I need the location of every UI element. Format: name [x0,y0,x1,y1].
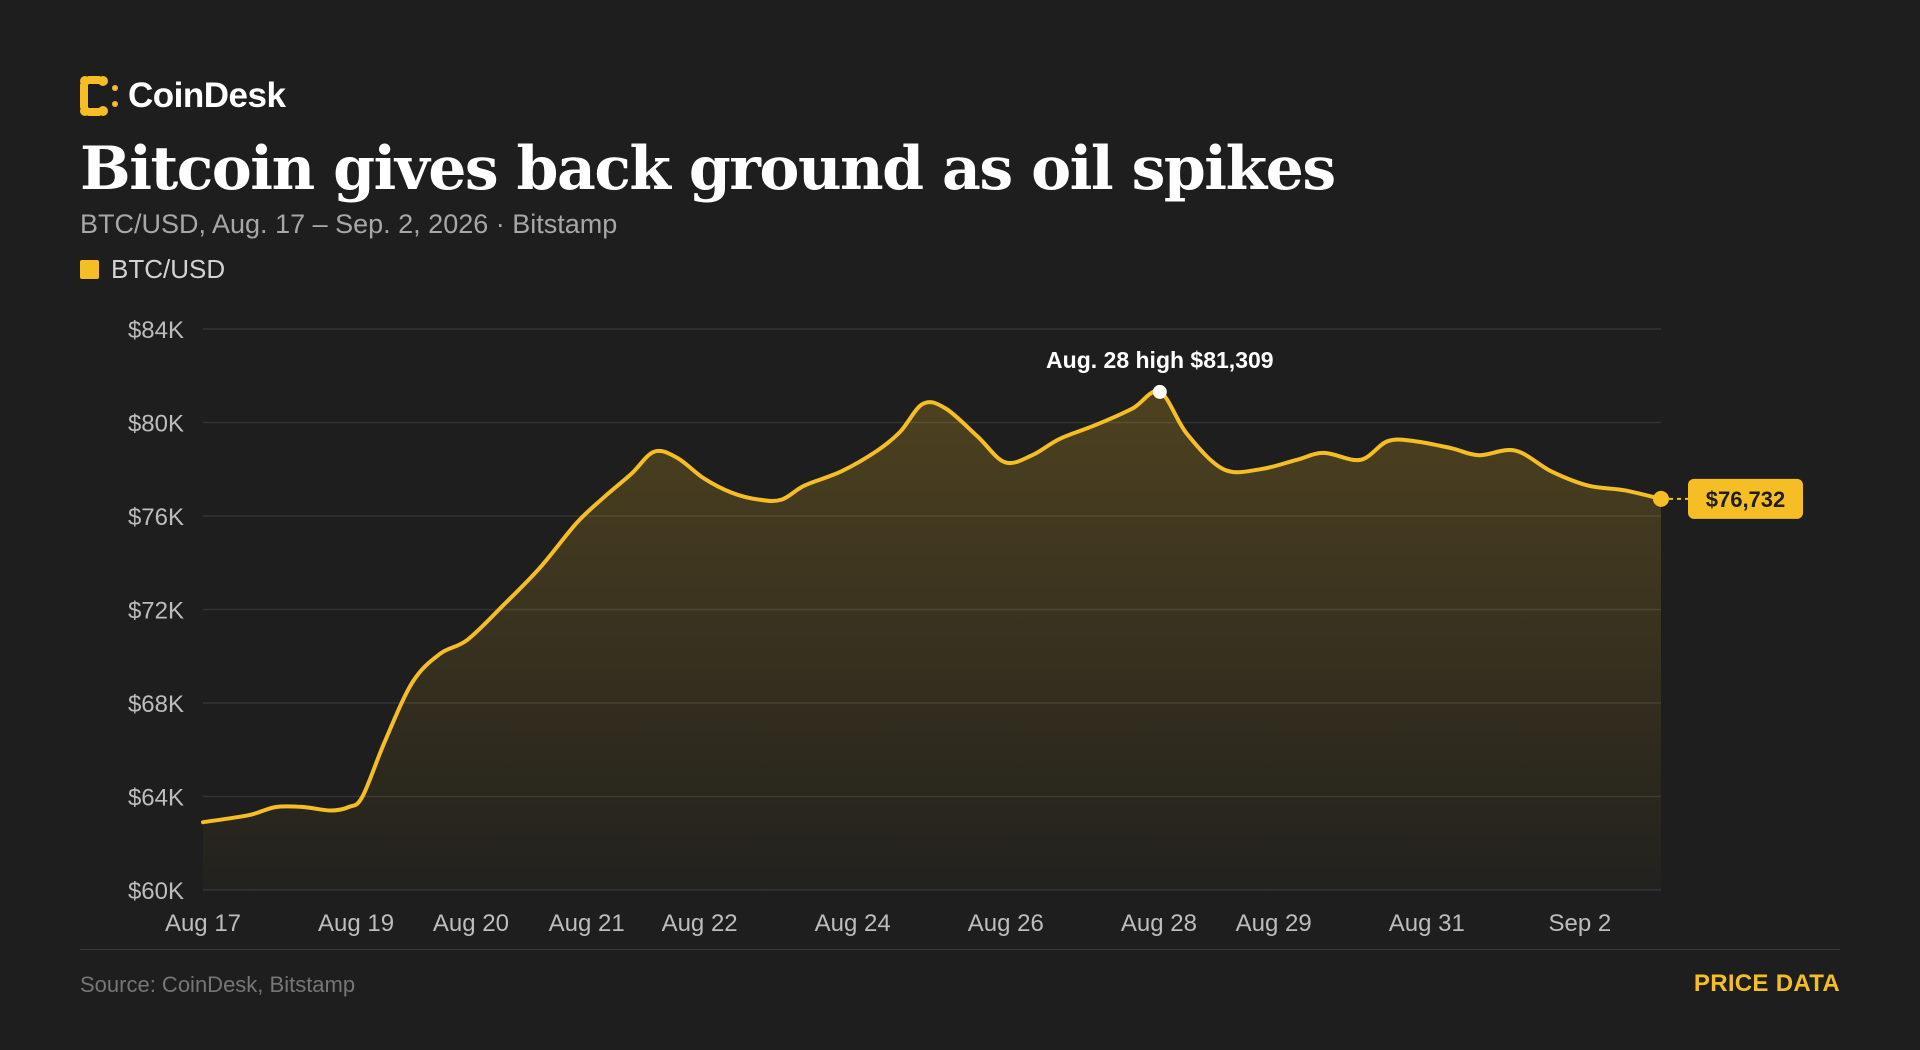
series-area-btc-usd [203,391,1661,890]
y-tick-label: $72K [128,598,184,625]
last-value-badge [1688,478,1803,519]
x-tick-label: Aug 20 [433,910,509,937]
footer-divider [80,949,1840,950]
y-tick-label: $60K [128,878,184,905]
last-value-label: $76,732 [1706,487,1786,512]
brand-name: CoinDesk [128,76,286,115]
last-value-marker [1653,490,1669,507]
x-tick-label: Aug 31 [1389,910,1465,937]
high-point-marker [1152,384,1167,399]
series-line-btc-usd [201,389,1663,825]
legend-swatch-btc-usd [80,260,99,279]
x-tick-label: Aug 19 [318,910,394,937]
y-tick-label: $64K [128,785,184,812]
brand-logo[interactable]: CoinDesk [80,76,286,116]
y-tick-label: $84K [128,317,184,344]
source-note: Source: CoinDesk, Bitstamp [80,972,356,997]
x-tick-label: Sep 2 [1549,910,1612,937]
chart-subtitle: BTC/USD, Aug. 17 – Sep. 2, 2026 · Bitsta… [80,209,618,239]
x-tick-label: Aug 21 [549,910,625,937]
high-annotation-label: Aug. 28 high $81,309 [1046,347,1274,373]
x-tick-label: Aug 22 [662,910,738,937]
chart-title: Bitcoin gives back ground as oil spikes [80,134,1336,204]
x-tick-label: Aug 17 [165,910,241,937]
legend-label-btc-usd: BTC/USD [111,254,226,284]
price-data-link[interactable]: PRICE DATA [1693,970,1840,997]
y-tick-label: $76K [128,504,184,531]
coindesk-logo-icon [80,76,118,116]
x-tick-label: Aug 26 [968,910,1044,937]
chart-legend: BTC/USD [80,254,225,285]
y-tick-label: $80K [128,411,184,438]
y-tick-label: $68K [128,691,184,718]
x-tick-label: Aug 24 [815,910,891,937]
x-tick-label: Aug 29 [1236,910,1312,937]
x-tick-label: Aug 28 [1121,910,1197,937]
